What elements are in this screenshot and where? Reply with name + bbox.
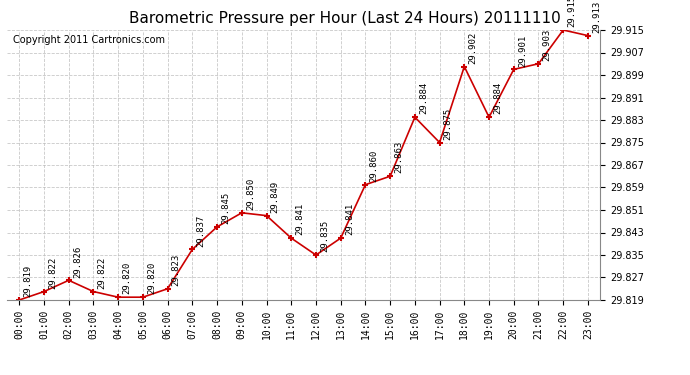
Text: 29.875: 29.875 (444, 108, 453, 140)
Text: 29.902: 29.902 (469, 32, 477, 64)
Text: 29.820: 29.820 (147, 262, 156, 294)
Text: 29.884: 29.884 (493, 82, 502, 114)
Text: 29.845: 29.845 (221, 192, 230, 224)
Text: 29.863: 29.863 (394, 141, 403, 174)
Text: 29.823: 29.823 (172, 254, 181, 286)
Text: Barometric Pressure per Hour (Last 24 Hours) 20111110: Barometric Pressure per Hour (Last 24 Ho… (129, 11, 561, 26)
Text: 29.826: 29.826 (73, 245, 82, 278)
Text: 29.901: 29.901 (518, 34, 527, 67)
Text: 29.913: 29.913 (592, 1, 601, 33)
Text: 29.822: 29.822 (48, 256, 57, 289)
Text: 29.841: 29.841 (295, 203, 304, 236)
Text: 29.850: 29.850 (246, 178, 255, 210)
Text: 29.820: 29.820 (122, 262, 131, 294)
Text: Copyright 2011 Cartronics.com: Copyright 2011 Cartronics.com (13, 35, 165, 45)
Text: 29.837: 29.837 (197, 214, 206, 247)
Text: 29.841: 29.841 (345, 203, 354, 236)
Text: 29.835: 29.835 (320, 220, 329, 252)
Text: 29.915: 29.915 (567, 0, 576, 27)
Text: 29.849: 29.849 (270, 181, 279, 213)
Text: 29.884: 29.884 (419, 82, 428, 114)
Text: 29.860: 29.860 (370, 150, 379, 182)
Text: 29.819: 29.819 (23, 265, 32, 297)
Text: 29.903: 29.903 (542, 29, 551, 61)
Text: 29.822: 29.822 (97, 256, 106, 289)
